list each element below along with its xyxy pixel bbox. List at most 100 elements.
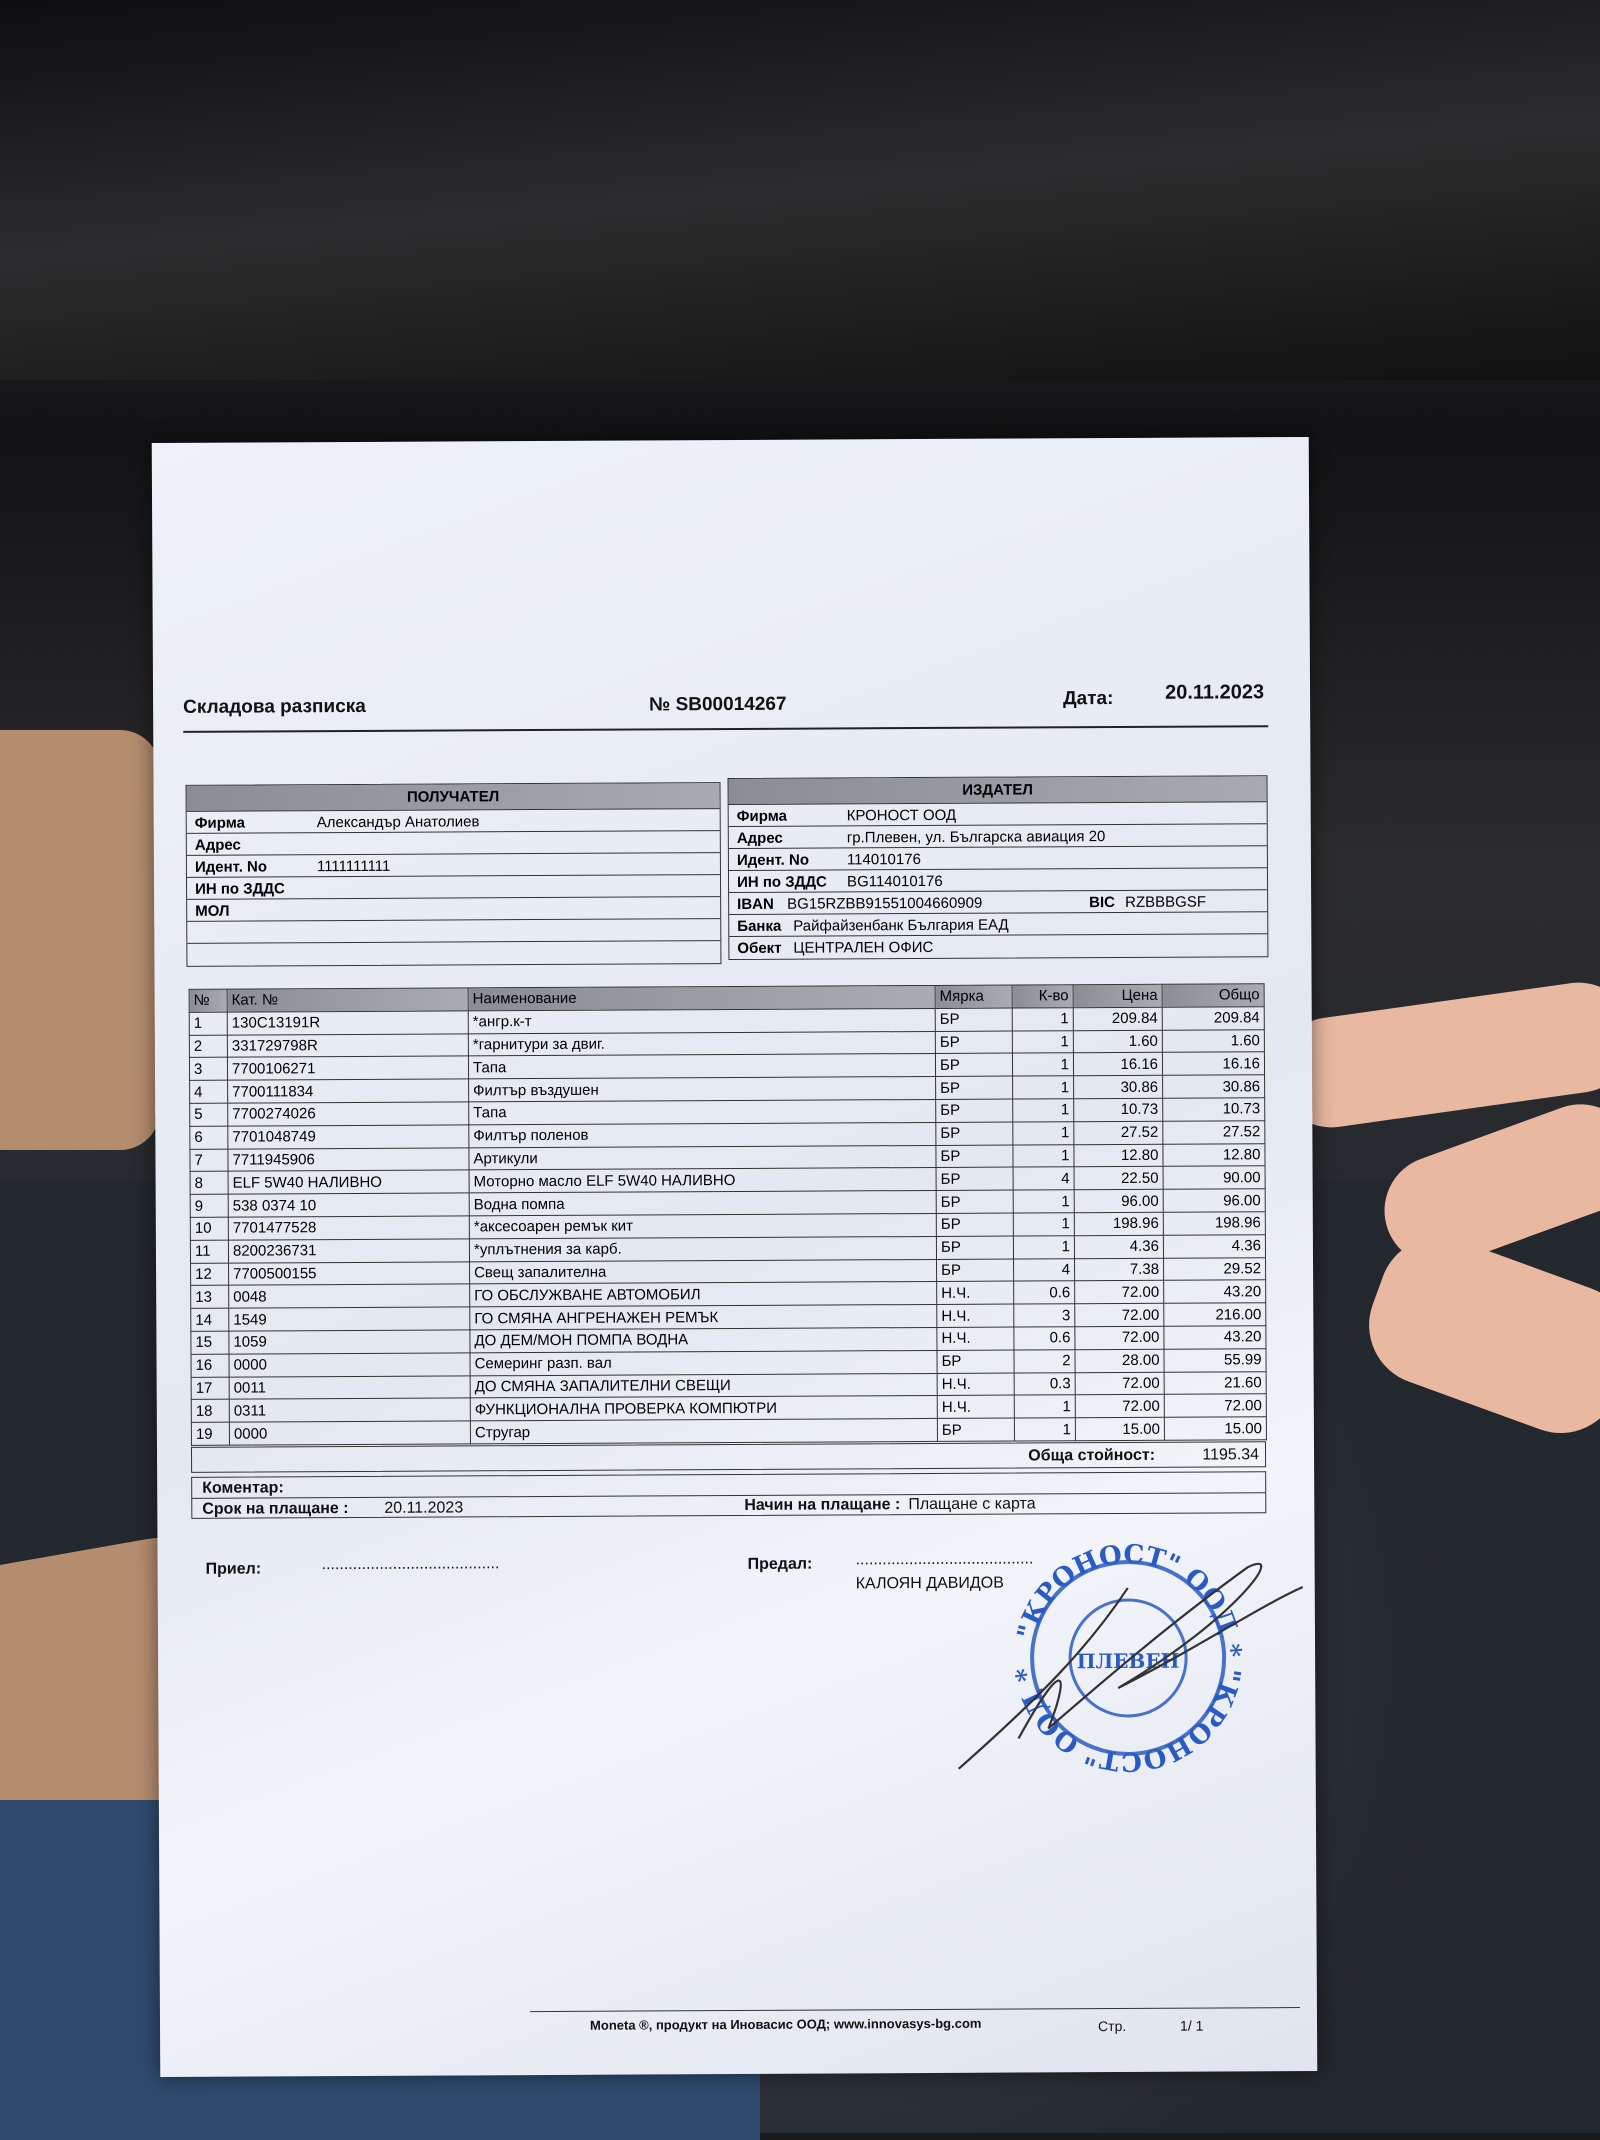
table-cell: 198.96 bbox=[1163, 1211, 1266, 1236]
table-cell: БР bbox=[935, 1099, 1013, 1123]
comment-label: Коментар: bbox=[202, 1479, 284, 1497]
table-cell: 4 bbox=[1013, 1167, 1075, 1191]
recipient-box: ПОЛУЧАТЕЛ Фирма Александър Анатолиев Адрес… bbox=[185, 782, 722, 967]
party-row: Фирма Александър Анатолиев bbox=[186, 809, 720, 834]
table-cell: 1 bbox=[1012, 1075, 1074, 1100]
party-row-value: ЦЕНТРАЛЕН ОФИС bbox=[793, 938, 934, 957]
table-cell: 43.20 bbox=[1163, 1280, 1266, 1304]
party-row-label: Обект bbox=[737, 939, 782, 957]
table-cell: БР bbox=[937, 1418, 1015, 1442]
party-row-value: КРОНОСТ ООД bbox=[846, 806, 957, 825]
table-cell: 198.96 bbox=[1074, 1212, 1164, 1236]
table-cell: 7700111834 bbox=[227, 1079, 469, 1104]
table-cell: 12 bbox=[190, 1262, 229, 1286]
table-cell: ФУНКЦИОНАЛНА ПРОВЕРКА КОМПЮТРИ bbox=[470, 1395, 938, 1422]
table-cell: 209.84 bbox=[1162, 1006, 1265, 1030]
party-row: ИН по ЗДДС bbox=[187, 875, 721, 900]
table-cell: 1 bbox=[1013, 1189, 1075, 1214]
total-label: Обща стойност: bbox=[1028, 1446, 1156, 1465]
table-cell: БР bbox=[935, 1076, 1013, 1100]
table-cell: 96.00 bbox=[1163, 1188, 1266, 1213]
table-cell: 0.6 bbox=[1013, 1326, 1075, 1350]
table-cell: 1 bbox=[1013, 1235, 1075, 1259]
table-cell: 17 bbox=[191, 1376, 230, 1400]
payment-box: Коментар: Срок на плащане : 20.11.2023 Н… bbox=[191, 1471, 1267, 1519]
payment-term-label: Срок на плащане : bbox=[202, 1500, 349, 1518]
table-cell: 10.73 bbox=[1162, 1097, 1265, 1122]
bic-value: RZBBBGSF bbox=[1125, 893, 1207, 911]
table-cell: 72.00 bbox=[1074, 1303, 1164, 1327]
table-cell: Водна помпа bbox=[469, 1190, 937, 1216]
table-cell: 22.50 bbox=[1074, 1166, 1164, 1190]
table-cell: 2 bbox=[189, 1034, 228, 1058]
received-signature-line: ........................................ bbox=[321, 1555, 500, 1574]
table-cell: 3 bbox=[189, 1057, 228, 1081]
party-row: Идент. No 1111111111 bbox=[186, 853, 721, 878]
table-cell: ELF 5W40 НАЛИВНО bbox=[228, 1170, 470, 1195]
party-row-value: Александър Анатолиев bbox=[316, 813, 480, 832]
table-cell: 18 bbox=[191, 1399, 230, 1423]
payment-term: 20.11.2023 bbox=[384, 1499, 464, 1517]
table-cell: 4 bbox=[189, 1080, 228, 1104]
party-row-label: ИН по ЗДДС bbox=[736, 873, 827, 891]
table-cell: 16 bbox=[191, 1353, 230, 1377]
table-row: 19 0000 Стругар БР 1 15.00 15.00 bbox=[191, 1416, 1267, 1446]
table-cell: *гарнитури за двиг. bbox=[468, 1031, 936, 1057]
table-cell: 11 bbox=[190, 1239, 229, 1263]
table-cell: 15 bbox=[190, 1331, 230, 1355]
table-cell: 7701477528 bbox=[228, 1215, 470, 1240]
table-cell: 72.00 bbox=[1075, 1394, 1165, 1418]
table-cell: 7700274026 bbox=[227, 1101, 469, 1126]
party-row: МОЛ bbox=[187, 897, 721, 922]
table-cell: 28.00 bbox=[1074, 1349, 1165, 1373]
signature bbox=[957, 1562, 1304, 1770]
table-cell: Н.Ч. bbox=[936, 1326, 1014, 1351]
column-header: Общо bbox=[1162, 983, 1265, 1008]
table-cell: 12.80 bbox=[1073, 1143, 1164, 1168]
party-row: Обект ЦЕНТРАЛЕН ОФИС bbox=[729, 934, 1267, 959]
table-cell: 30.86 bbox=[1162, 1074, 1265, 1099]
footer-software: Moneta ®, продукт на Иновасис ООД; www.i… bbox=[589, 2015, 982, 2033]
table-cell: БР bbox=[936, 1349, 1015, 1373]
party-row-label: ИН по ЗДДС bbox=[195, 880, 285, 898]
table-cell: 8200236731 bbox=[228, 1238, 470, 1263]
table-cell: БР bbox=[935, 1007, 1013, 1032]
recipient-heading: ПОЛУЧАТЕЛ bbox=[186, 783, 720, 812]
table-cell: 4 bbox=[1013, 1258, 1075, 1282]
table-cell: БР bbox=[935, 1144, 1014, 1168]
table-cell: Филтър въздушен bbox=[468, 1076, 936, 1102]
table-cell: 7700106271 bbox=[227, 1056, 469, 1081]
table-cell: Н.Ч. bbox=[937, 1395, 1015, 1419]
footer-page: 1/ 1 bbox=[1179, 2017, 1204, 2034]
date-label: Дата: bbox=[1063, 688, 1114, 710]
party-row: Банка Райфайзенбанк България ЕАД bbox=[729, 912, 1268, 938]
table-cell: 16.16 bbox=[1073, 1052, 1163, 1076]
table-cell: БР bbox=[936, 1258, 1014, 1282]
party-row bbox=[187, 941, 720, 966]
table-cell: 43.20 bbox=[1163, 1325, 1266, 1350]
arm bbox=[0, 730, 160, 1150]
total-value: 1195.34 bbox=[1202, 1446, 1260, 1464]
table-cell: 12.80 bbox=[1162, 1143, 1266, 1167]
table-cell: 130C13191R bbox=[227, 1010, 469, 1035]
table-cell: 8 bbox=[190, 1171, 229, 1195]
party-row: Идент. No 114010176 bbox=[728, 846, 1267, 872]
table-cell: 1 bbox=[1012, 1121, 1074, 1145]
table-cell: Семеринг разп. вал bbox=[469, 1350, 938, 1376]
table-cell: 72.00 bbox=[1074, 1280, 1164, 1304]
party-row: Фирма КРОНОСТ ООД bbox=[728, 802, 1267, 828]
table-cell: БР bbox=[935, 1030, 1013, 1054]
table-cell: 1 bbox=[1012, 1030, 1074, 1054]
table-cell: 21.60 bbox=[1164, 1371, 1267, 1395]
table-cell: 14 bbox=[190, 1308, 229, 1332]
table-cell: 72.00 bbox=[1164, 1394, 1267, 1418]
table-cell: 29.52 bbox=[1163, 1257, 1266, 1281]
table-cell: *уплътнения за карб. bbox=[469, 1236, 937, 1262]
table-cell: 3 bbox=[1013, 1303, 1075, 1327]
party-row-label: МОЛ bbox=[195, 902, 230, 920]
warehouse-receipt: Складова разписка № SB00014267 Дата: 20.… bbox=[151, 436, 1318, 2078]
table-cell: Артикули bbox=[468, 1145, 937, 1171]
table-cell: Н.Ч. bbox=[936, 1281, 1014, 1305]
table-cell: 10.73 bbox=[1073, 1098, 1163, 1122]
payment-method-label: Начин на плащане : bbox=[744, 1496, 901, 1514]
